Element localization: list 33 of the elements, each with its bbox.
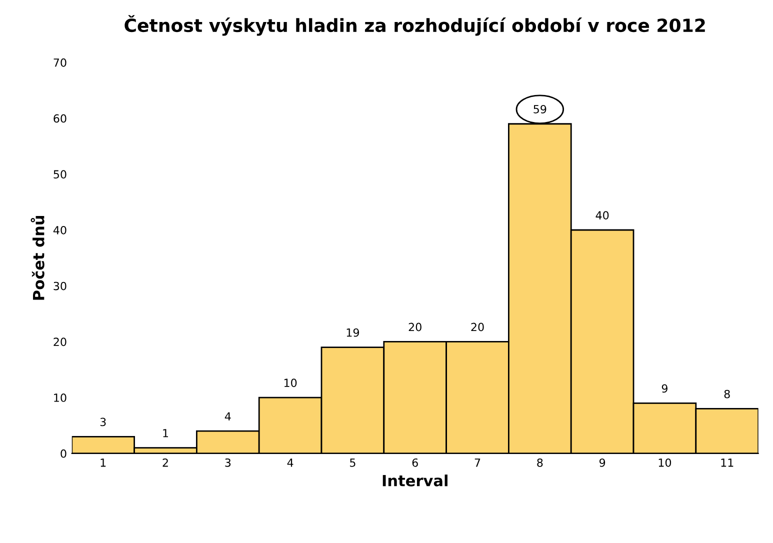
x-tick-label: 8 [537,458,543,467]
data-label: 20 [408,322,422,332]
chart-title: Četnost výskytu hladin za rozhodující období v roce 2012 [124,15,705,36]
data-label: 19 [346,328,359,337]
data-label: 20 [471,322,484,332]
y-tick-label: 40 [53,226,66,234]
x-tick-label: 1 [100,458,106,467]
y-tick-label: 30 [54,282,66,290]
y-tick-label: 20 [54,338,66,346]
data-label: 1 [163,429,168,438]
data-label: 8 [724,390,730,398]
data-label: 59 [534,104,546,114]
x-tick-label: 9 [599,458,606,467]
y-tick-label: 60 [54,114,66,123]
x-tick-label: 3 [225,458,231,467]
x-tick-label: 10 [658,458,672,467]
x-tick-label: 5 [350,458,356,467]
y-tick-label: 50 [54,170,66,179]
x-tick-label: 7 [474,458,480,467]
data-label: 3 [100,418,106,426]
data-label: 10 [284,378,297,388]
x-axis-title: Interval [382,474,448,486]
x-tick-label: 6 [412,458,418,467]
y-tick-label: 0 [60,449,66,458]
data-label: 40 [596,211,609,220]
data-label: 4 [224,412,231,420]
x-tick-label: 4 [287,458,294,467]
y-tick-label: 10 [54,394,66,402]
data-label: 9 [662,384,668,393]
x-tick-label: 2 [162,458,168,467]
y-tick-label: 70 [54,58,66,67]
x-tick-label: 11 [721,458,734,467]
y-axis-title: Počet dnů [30,216,44,300]
